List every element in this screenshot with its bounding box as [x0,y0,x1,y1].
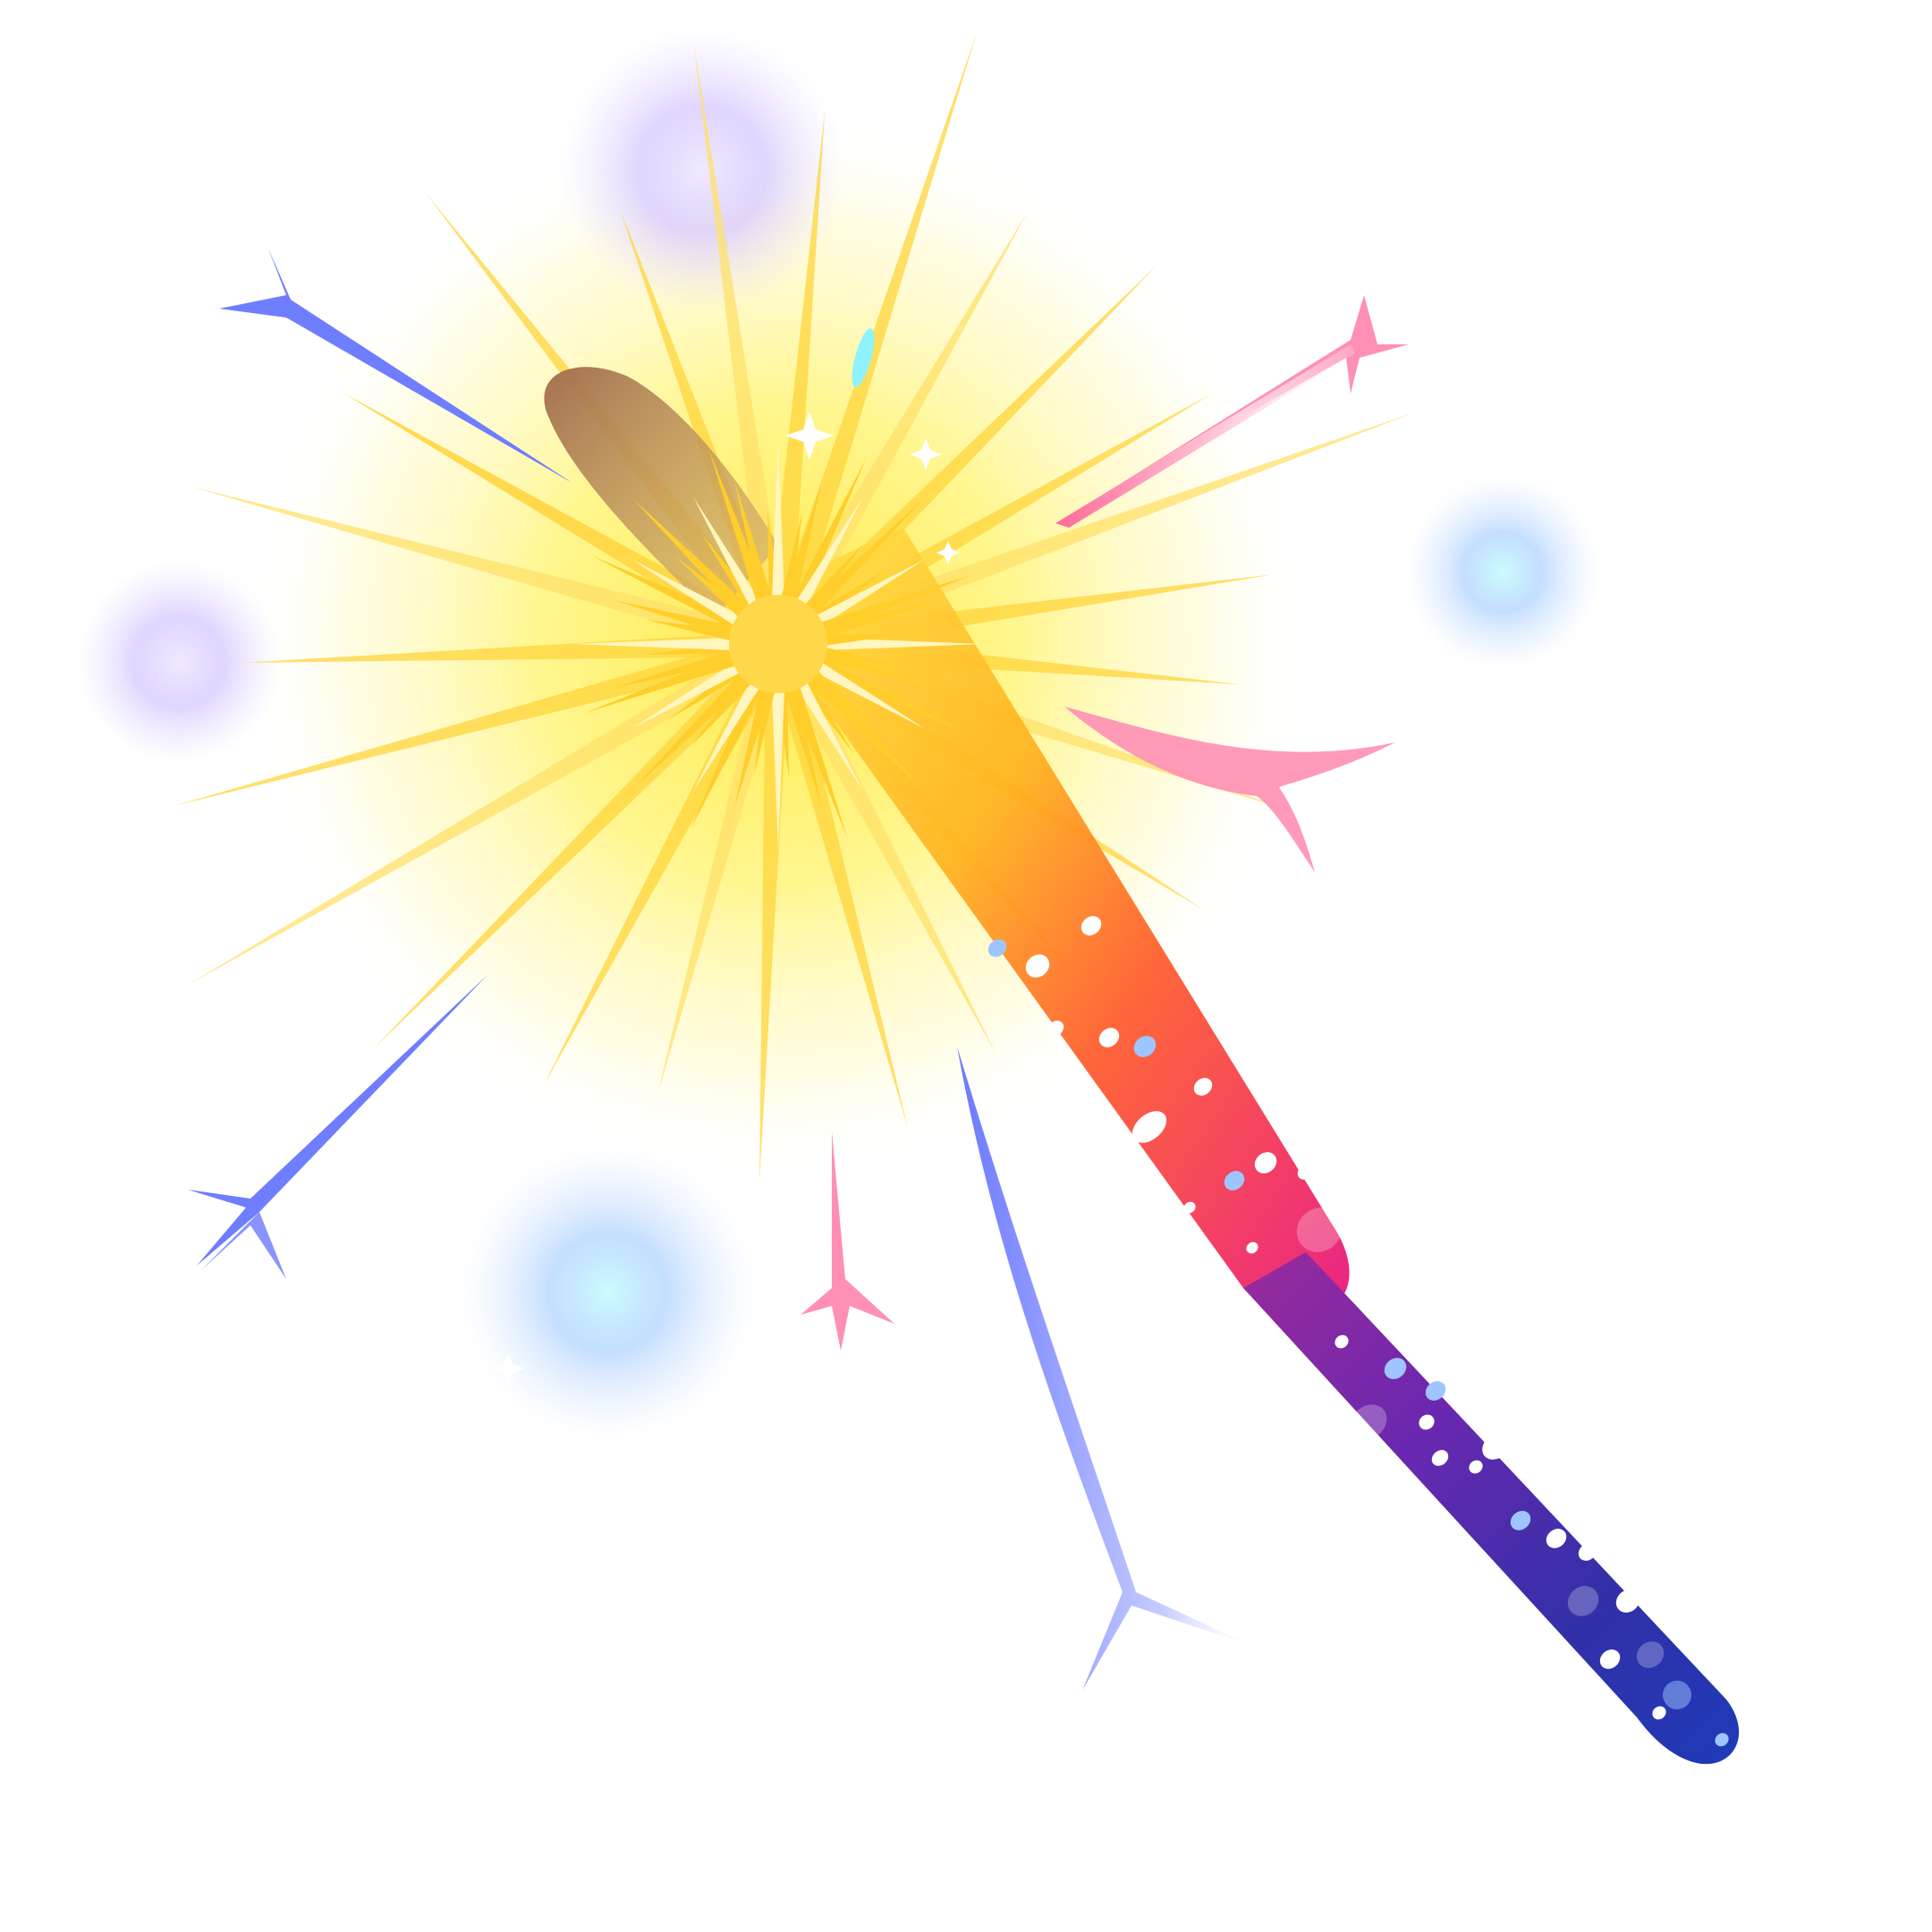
cyan-droplet [852,328,875,387]
glitter-dot [1510,1511,1531,1530]
glitter-dot [1224,1171,1245,1191]
glitter-dot [1046,1021,1064,1037]
twinkle-star [492,1352,524,1385]
sparkler-coated-stick [805,528,1350,1310]
spark-ray [767,638,997,1055]
bokeh-light-blue-bottom [461,1145,756,1440]
glitter-dot [1246,1241,1258,1254]
pink-streak-top-right [1055,344,1355,528]
glitter-dot [1482,1429,1514,1460]
burst-spike [770,644,786,850]
sparkler-handle [1243,1252,1740,1765]
glitter-dot [1384,1358,1407,1379]
pink-star-spark-bottom [801,1131,894,1351]
glitter-dot [1599,1649,1621,1669]
glitter-dot [1663,1681,1691,1709]
glitter-dot [1254,1152,1277,1174]
glitter-dot [1296,1208,1343,1252]
glitter-dot [1652,1706,1666,1720]
spark-ray [189,632,785,984]
burst-center [729,595,827,693]
glitter-dot [1567,1586,1599,1616]
glitter-dot [1133,1036,1157,1057]
burst-spike [770,438,786,644]
glitter-dot [1335,1335,1349,1349]
spark-ray [759,643,791,1181]
glitter-dot [1615,1589,1640,1613]
twinkle-star [910,438,942,470]
spark-ray [344,394,784,656]
glitter-dot [1715,1733,1729,1747]
glitter-dot [1193,1078,1213,1096]
spark-ray [767,210,1029,651]
twinkle-star [785,411,834,460]
twinkles [492,328,960,1385]
glitter-dot [1431,1450,1449,1466]
spark-ray [766,640,908,1128]
pink-star-spark-right [1064,707,1395,872]
glitter-dot [1098,1028,1120,1047]
bokeh-light-purple-top [559,27,845,313]
glitter-dot [1578,1543,1597,1561]
spark-ray [693,41,791,646]
glitter-dot [1349,1283,1370,1302]
glitter-dot [1080,916,1102,936]
bokeh-light-blue-right [1404,474,1601,671]
glitter-dot [1469,1460,1483,1474]
glitter-dot [1025,954,1050,978]
glitter-dot [1350,1404,1387,1440]
glitter-dot [1297,1164,1315,1180]
glitter-dot [1539,1486,1555,1502]
glitter-dot [1131,1111,1167,1143]
glitter-dot [1636,1641,1665,1668]
bokeh-light-purple-left [76,559,282,765]
sparkler-wire-tip [544,367,778,617]
spark-ray [191,487,782,657]
blue-star-spark-bottom-left [201,1212,286,1279]
blue-streak-bottom-left [188,975,487,1266]
glitter-dot [1382,1315,1400,1333]
glitter-dots [987,916,1729,1747]
burst-spike [572,636,778,652]
glitter-dot [1419,1414,1435,1430]
flying-sparks [188,249,1409,1690]
glitter-dot [987,939,1007,957]
glitter-dot [1425,1381,1446,1401]
spark-burst-core [572,438,984,850]
glitter-dot [1546,1529,1567,1548]
spark-ray [173,631,782,807]
glitter-dot [1183,1201,1196,1214]
spark-ray [242,631,779,663]
twinkle-star [936,541,960,564]
